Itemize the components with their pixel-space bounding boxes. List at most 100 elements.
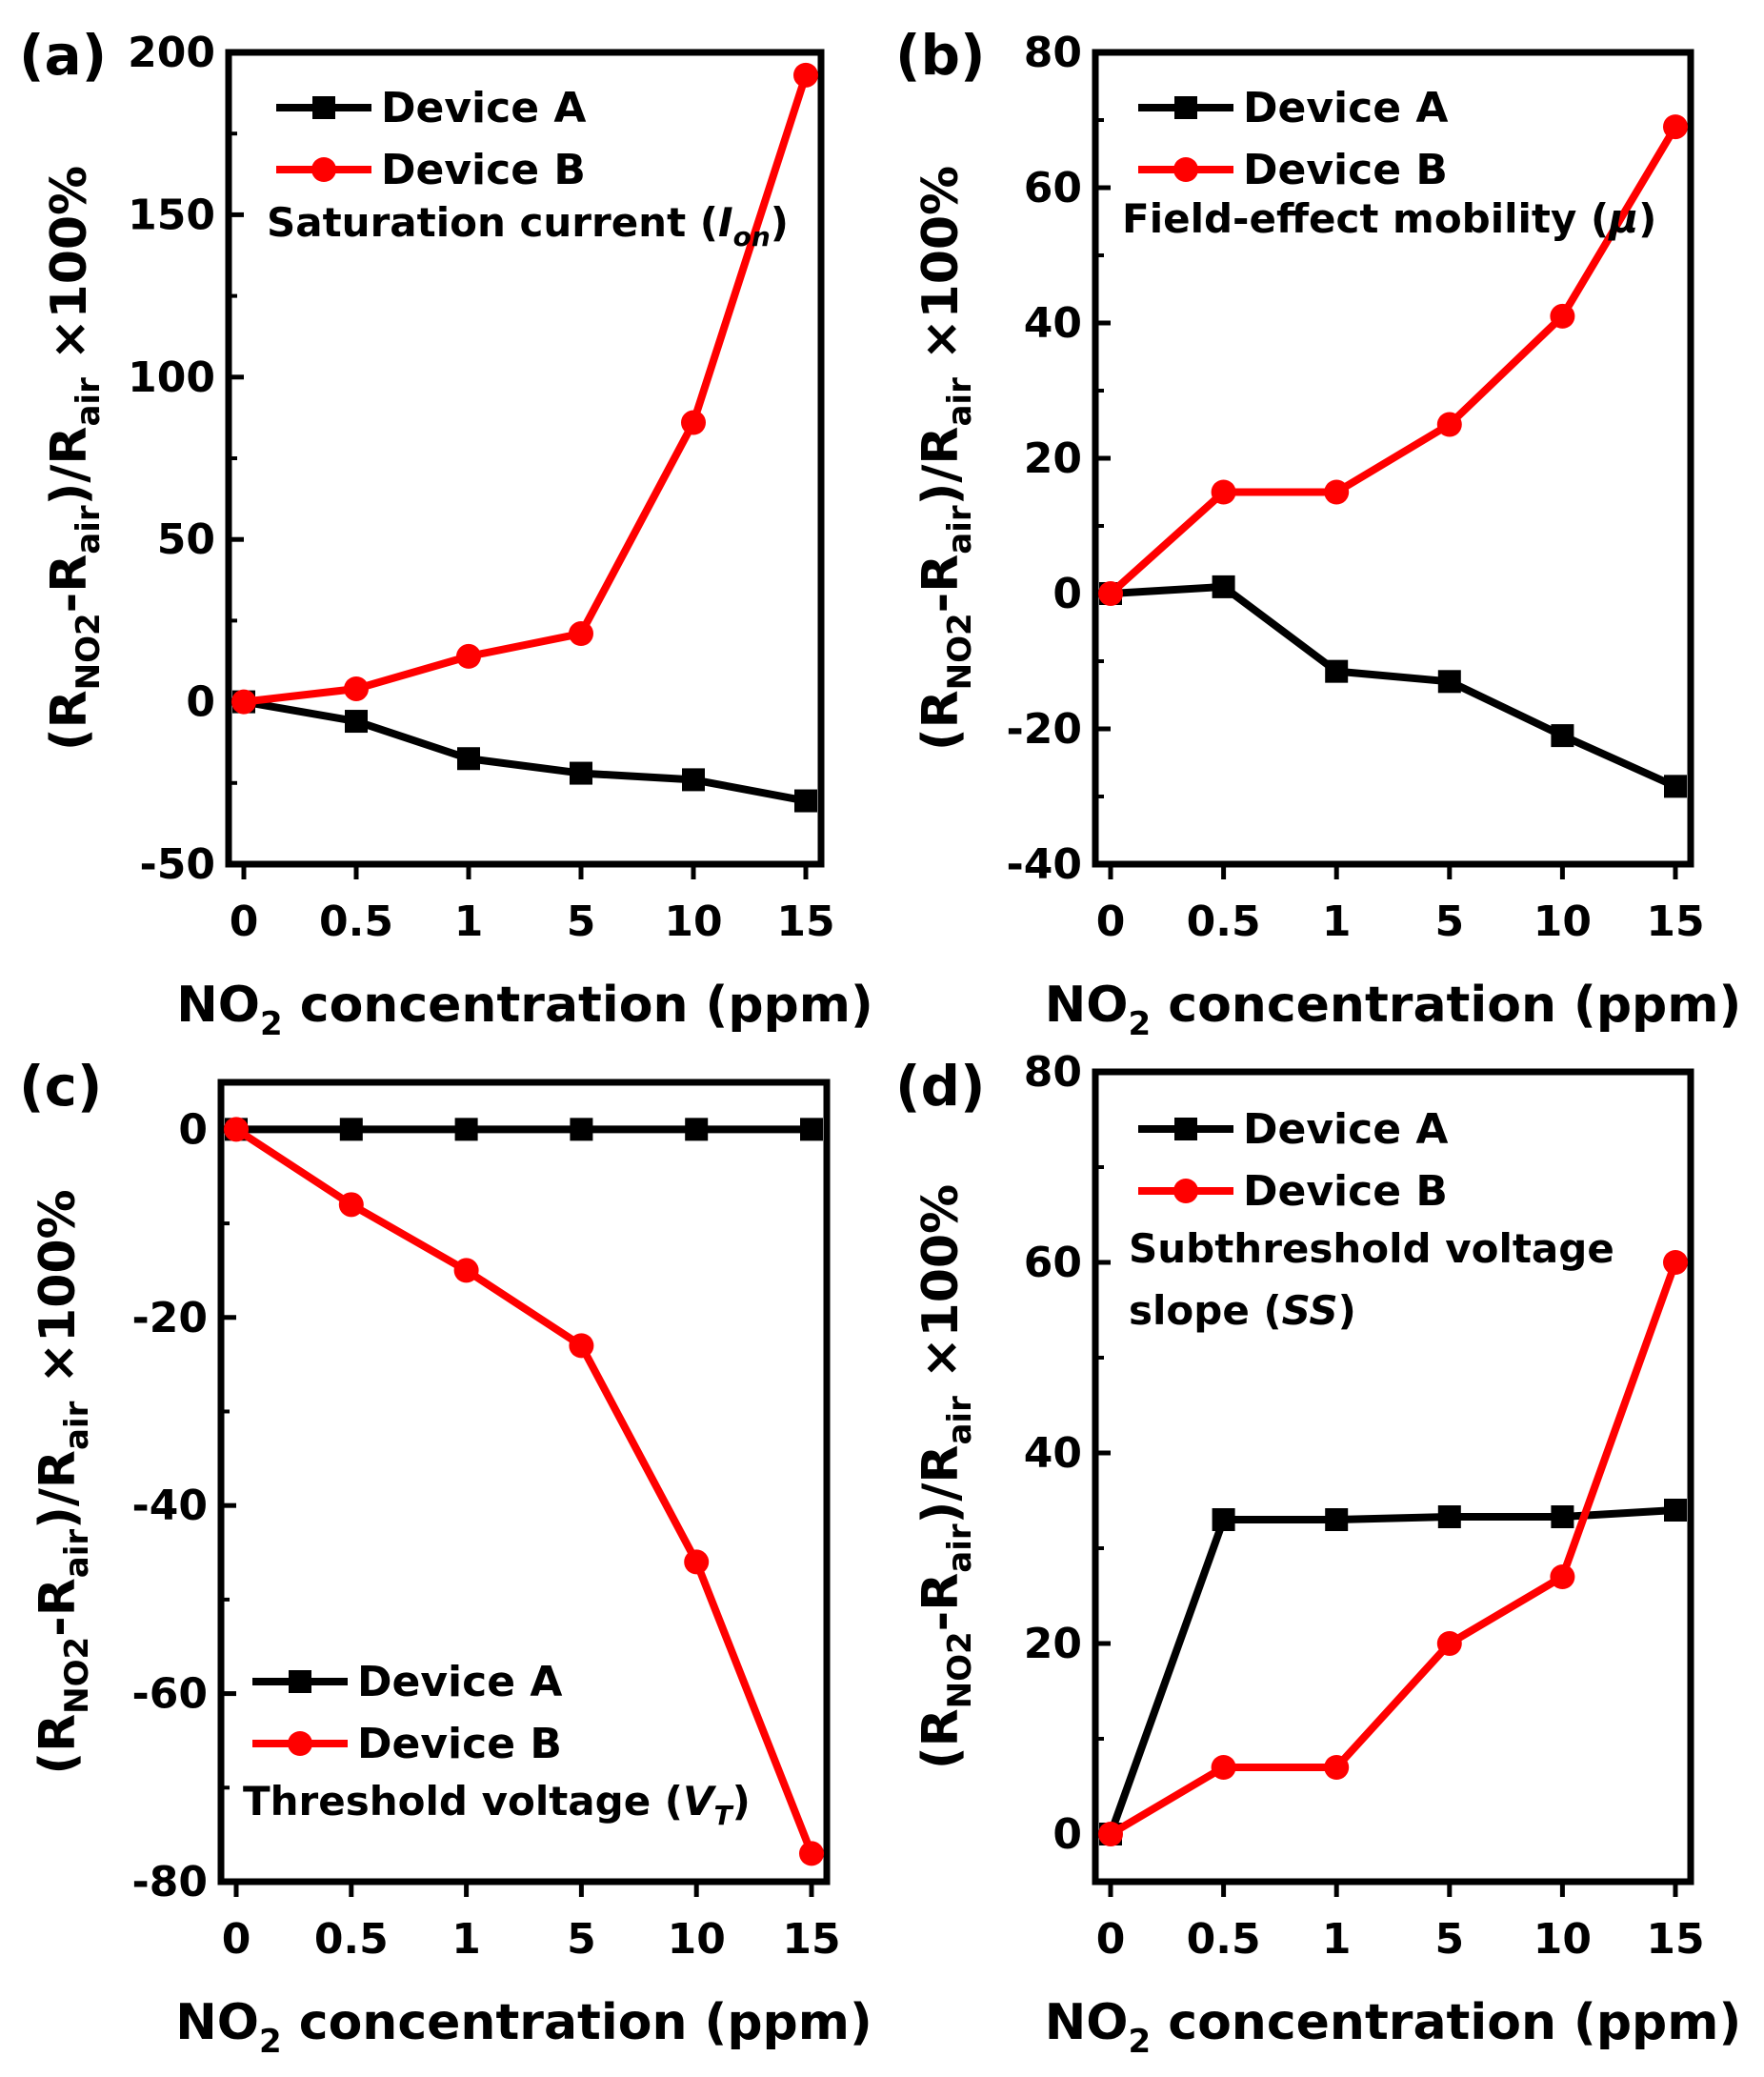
x-tick-label: 1 [454, 897, 484, 946]
x-tick-label: 0 [230, 897, 259, 946]
data-point-device-b [569, 621, 593, 647]
data-point-device-b [1324, 479, 1350, 505]
plot-frame [217, 1079, 831, 1885]
legend-marker-circle [1173, 1179, 1198, 1203]
data-point-device-b [1663, 1250, 1688, 1275]
data-point-device-a [1437, 670, 1461, 694]
series-line-device-b [243, 73, 810, 706]
plot-frame [1092, 1068, 1694, 1885]
data-point-device-b [1550, 1564, 1575, 1589]
data-point-device-a [1664, 1499, 1687, 1522]
y-tick-label: -20 [132, 1294, 209, 1342]
y-tick-label: 50 [157, 515, 215, 564]
y-tick-label: 80 [1024, 29, 1082, 77]
data-point-device-b [338, 1192, 364, 1218]
panel-label: (b) [895, 23, 986, 88]
series-line-device-b [1108, 1260, 1679, 1838]
data-point-device-b [456, 643, 481, 669]
legend-marker-square [1174, 1118, 1197, 1140]
legend-marker-square [312, 96, 335, 119]
data-point-device-a [1325, 1508, 1349, 1531]
x-tick-label: 1 [451, 1915, 481, 1964]
x-tick-label: 0 [1096, 1915, 1126, 1964]
x-tick-label: 5 [1434, 897, 1464, 946]
x-tick-label: 0.5 [1187, 1915, 1261, 1964]
x-tick-label: 0 [222, 1915, 251, 1964]
y-tick-label: 150 [128, 191, 215, 239]
data-point-device-a [570, 1118, 593, 1141]
data-point-device-a [1325, 659, 1349, 683]
y-axis-title: (RNO2-Rair)/Rair ×100% [912, 166, 979, 751]
y-tick-label: -80 [132, 1858, 209, 1906]
data-point-device-b [1324, 1755, 1350, 1780]
data-point-device-a [345, 710, 368, 734]
data-point-device-a [570, 761, 592, 785]
panel-label: (a) [19, 23, 107, 88]
legend-label: Device A [381, 84, 586, 132]
data-point-device-a [1437, 1505, 1461, 1528]
data-point-device-b [224, 1117, 249, 1142]
legend-label: Device B [1243, 146, 1448, 194]
annotation-text: slope (SS) [1129, 1287, 1356, 1334]
y-tick-label: -40 [1007, 840, 1083, 889]
x-tick-label: 0.5 [1187, 897, 1261, 946]
data-point-device-b [793, 62, 818, 88]
legend-label: Device A [1243, 1105, 1448, 1154]
data-point-device-a [1212, 1508, 1235, 1531]
x-tick-label: 15 [776, 897, 834, 946]
x-tick-label: 0 [1096, 897, 1126, 946]
data-point-device-a [1212, 575, 1235, 598]
annotation-text: Threshold voltage (VT) [243, 1778, 751, 1831]
legend-label: Device B [357, 1720, 562, 1768]
data-point-device-b [231, 689, 256, 715]
annotation-text: Saturation current (Ion) [267, 199, 789, 252]
y-tick-label: 0 [1052, 1810, 1082, 1859]
y-tick-label: 60 [1024, 164, 1082, 212]
data-point-device-a [685, 1118, 709, 1141]
legend-label: Device B [381, 146, 586, 194]
x-tick-label: 10 [1533, 1915, 1592, 1964]
x-tick-label: 10 [668, 1915, 726, 1964]
y-tick-label: -50 [140, 840, 216, 889]
legend-label: Device B [1243, 1167, 1448, 1216]
data-point-device-a [454, 1118, 478, 1141]
y-axis-title: (RNO2-Rair)/Rair ×100% [912, 1184, 979, 1769]
y-tick-label: 100 [128, 353, 215, 402]
series-line-device-b [233, 1126, 815, 1855]
data-point-device-a [1551, 1505, 1574, 1528]
data-point-device-b [1663, 114, 1688, 140]
data-point-device-a [1664, 775, 1687, 798]
data-point-device-a [1551, 724, 1574, 748]
x-tick-label: 10 [1533, 897, 1592, 946]
y-axis-title: (RNO2-Rair)/Rair ×100% [41, 166, 108, 751]
series-line-device-b [1108, 125, 1679, 596]
x-axis-title: NO2 concentration (ppm) [175, 1994, 872, 2061]
x-tick-label: 5 [1434, 1915, 1464, 1964]
data-point-device-b [1436, 412, 1462, 437]
data-point-device-b [684, 1549, 710, 1575]
y-tick-label: -60 [132, 1670, 209, 1719]
data-point-device-b [1098, 1822, 1123, 1846]
x-tick-label: 10 [664, 897, 722, 946]
data-point-device-b [1211, 1755, 1236, 1780]
data-point-device-b [1550, 303, 1575, 329]
data-point-device-b [1098, 581, 1123, 606]
legend-label: Device A [357, 1658, 562, 1706]
legend-marker-square [1174, 96, 1197, 119]
annotation-text: Field-effect mobility (μ) [1122, 195, 1656, 242]
y-tick-label: -40 [132, 1482, 209, 1530]
data-point-device-a [339, 1118, 363, 1141]
data-point-device-b [1211, 479, 1236, 505]
y-tick-label: 20 [1024, 434, 1082, 483]
x-axis-title: NO2 concentration (ppm) [176, 977, 872, 1043]
x-tick-label: 1 [1322, 897, 1352, 946]
data-point-device-b [1436, 1631, 1462, 1656]
x-tick-label: 0.5 [319, 897, 393, 946]
x-tick-label: 5 [567, 897, 596, 946]
y-tick-label: 200 [128, 29, 215, 77]
legend-marker-circle [311, 157, 336, 182]
data-point-device-b [681, 410, 706, 435]
panel-label: (d) [895, 1054, 986, 1119]
